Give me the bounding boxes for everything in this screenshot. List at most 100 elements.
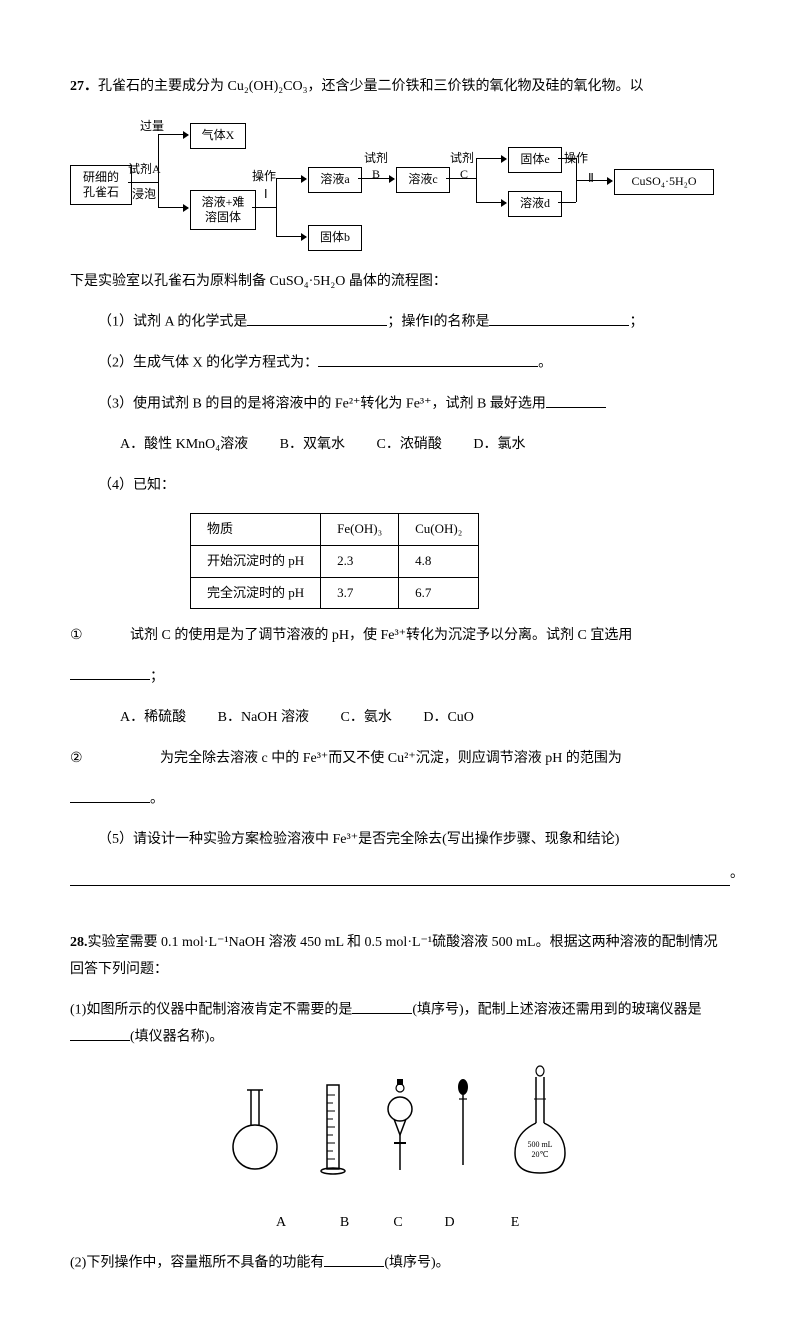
opt-3B[interactable]: B．双氧水 — [280, 432, 345, 459]
label-A: A — [245, 1210, 317, 1237]
vol-flask-label: 500 mL — [527, 1140, 552, 1149]
td-start-label: 开始沉淀时的 pH — [191, 546, 321, 578]
table-row: 开始沉淀时的 pH 2.3 4.8 — [191, 546, 479, 578]
td-complete-fe: 3.7 — [321, 577, 399, 609]
lbl-excess: 过量 — [140, 115, 164, 138]
label-E: E — [475, 1210, 555, 1237]
q27-part4-2-blank: 。 — [70, 786, 730, 813]
blank-reagent-A[interactable] — [247, 309, 387, 325]
arrow-2 — [252, 207, 276, 208]
box-solid-e: 固体e — [508, 147, 562, 173]
blank-reagent-B[interactable] — [546, 391, 606, 407]
arrow-to-mix — [158, 207, 188, 208]
q27-part4-1: ①试剂 C 的使用是为了调节溶液的 pH，使 Fe³⁺转化为沉淀予以分离。试剂 … — [70, 623, 730, 650]
box-mixture: 溶液+难溶固体 — [190, 190, 256, 230]
opt-4C[interactable]: C．氨水 — [341, 705, 392, 732]
arrow-to-sol-a — [276, 178, 306, 179]
q27-part5: （5）请设计一种实验方案检验溶液中 Fe³⁺是否完全除去(写出操作步骤、现象和结… — [70, 827, 730, 854]
instruments-figure: 500 mL 20℃ — [70, 1065, 730, 1196]
q27-part4-1-blank: ； — [70, 664, 730, 691]
blank-ph-range[interactable] — [70, 786, 150, 802]
td-complete-cu: 6.7 — [399, 577, 479, 609]
q28-intro-text: 实验室需要 0.1 mol·L⁻¹NaOH 溶液 450 mL 和 0.5 mo… — [70, 935, 718, 977]
q27-p4-1-num: ① — [70, 623, 130, 650]
q27-p1b: ；操作Ⅰ的名称是 — [387, 315, 489, 330]
q27-intro: 27．孔雀石的主要成分为 Cu₂(OH)₂CO₃，还含少量二价铁和三价铁的氧化物… — [70, 74, 730, 101]
q27-p4-2-num: ② — [70, 746, 160, 773]
q28-part2: (2)下列操作中，容量瓶所不具备的功能有 (填序号)。 — [70, 1250, 730, 1277]
split-3 — [476, 158, 477, 202]
lbl-C: C — [460, 163, 468, 186]
q27-p4-1b: ； — [150, 669, 164, 684]
q27-p4-1a: 试剂 C 的使用是为了调节溶液的 pH，使 Fe³⁺转化为沉淀予以分离。试剂 C… — [130, 628, 632, 643]
q27-part1: （1）试剂 A 的化学式是 ；操作Ⅰ的名称是 ； — [70, 309, 730, 336]
blank-function[interactable] — [324, 1250, 384, 1266]
th-feoh3: Fe(OH)₃ — [321, 514, 399, 546]
label-D: D — [428, 1210, 472, 1237]
q27-p3a: （3）使用试剂 B 的目的是将溶液中的 Fe²⁺转化为 Fe³⁺，试剂 B 最好… — [98, 397, 546, 412]
table-row: 完全沉淀时的 pH 3.7 6.7 — [191, 577, 479, 609]
lbl-reagent-A: 试剂A — [128, 158, 161, 181]
lbl-B: B — [372, 163, 380, 186]
label-B: B — [321, 1210, 369, 1237]
instrument-E-icon: 500 mL 20℃ — [505, 1065, 575, 1185]
td-start-fe: 2.3 — [321, 546, 399, 578]
opt-4B[interactable]: B．NaOH 溶液 — [218, 705, 309, 732]
q27-part4: （4）已知： — [70, 473, 730, 500]
q28-p1a: (1)如图所示的仪器中配制溶液肯定不需要的是 — [70, 1003, 352, 1018]
arrow-to-solid-b — [276, 236, 306, 237]
box-product: CuSO₄·5H₂O — [614, 169, 714, 195]
lbl-soak: 浸泡 — [132, 183, 156, 206]
q28-p1c: (填仪器名称)。 — [130, 1030, 223, 1045]
q27-below-flow: 下是实验室以孔雀石为原料制备 CuSO₄·5H₂O 晶体的流程图： — [70, 269, 730, 296]
q27-p4-2b: 。 — [150, 792, 164, 807]
q27-p1c: ； — [629, 315, 643, 330]
vol-flask-temp: 20℃ — [532, 1150, 549, 1159]
blank-reagent-C[interactable] — [70, 664, 150, 680]
instrument-A-icon — [225, 1075, 285, 1185]
q28-p2b: (填序号)。 — [384, 1256, 449, 1271]
blank-equation-X[interactable] — [318, 350, 538, 366]
opt-4A[interactable]: A．稀硫酸 — [120, 705, 186, 732]
td-start-cu: 4.8 — [399, 546, 479, 578]
lbl-I: Ⅰ — [264, 183, 268, 206]
q27-p5-end: 。 — [730, 861, 744, 888]
lbl-II: Ⅱ — [588, 167, 594, 190]
opt-3D[interactable]: D．氯水 — [473, 432, 525, 459]
th-substance: 物质 — [191, 514, 321, 546]
instrument-B-icon — [313, 1075, 353, 1185]
box-solid-b: 固体b — [308, 225, 362, 251]
q27-number: 27． — [70, 79, 98, 94]
line-d-out — [558, 202, 576, 203]
arrow-to-solid-e — [476, 158, 506, 159]
instrument-C-icon — [380, 1075, 420, 1185]
opt-3A[interactable]: A．酸性 KMnO₄溶液 — [120, 432, 248, 459]
q27-part2: （2）生成气体 X 的化学方程式为： 。 — [70, 350, 730, 377]
box-malachite: 研细的孔雀石 — [70, 165, 132, 205]
box-solution-d: 溶液d — [508, 191, 562, 217]
instrument-labels: A B C D E — [70, 1210, 730, 1237]
q27-p2b: 。 — [538, 356, 552, 371]
blank-scheme-line[interactable] — [70, 868, 730, 886]
q28-number: 28. — [70, 935, 88, 950]
q28-p2a: (2)下列操作中，容量瓶所不具备的功能有 — [70, 1256, 324, 1271]
blank-glassware[interactable] — [70, 1024, 130, 1040]
q27-part4-2: ②为完全除去溶液 c 中的 Fe³⁺而又不使 Cu²⁺沉淀，则应调节溶液 pH … — [70, 746, 730, 773]
arrow-to-product — [576, 180, 612, 181]
q27-intro-text: 孔雀石的主要成分为 Cu₂(OH)₂CO₃，还含少量二价铁和三价铁的氧化物及硅的… — [98, 79, 643, 94]
opt-3C[interactable]: C．浓硝酸 — [377, 432, 442, 459]
opt-4D[interactable]: D．CuO — [423, 705, 474, 732]
question-27: 27．孔雀石的主要成分为 Cu₂(OH)₂CO₃，还含少量二价铁和三价铁的氧化物… — [70, 74, 730, 886]
split-2 — [276, 178, 277, 236]
q27-p2a: （2）生成气体 X 的化学方程式为： — [98, 356, 318, 371]
q27-p4-2a: 为完全除去溶液 c 中的 Fe³⁺而又不使 Cu²⁺沉淀，则应调节溶液 pH 的… — [160, 751, 622, 766]
q27-p1a: （1）试剂 A 的化学式是 — [98, 315, 247, 330]
blank-unneeded[interactable] — [352, 997, 412, 1013]
lbl-op2: 操作 — [564, 147, 588, 170]
question-28: 28.实验室需要 0.1 mol·L⁻¹NaOH 溶液 450 mL 和 0.5… — [70, 930, 730, 1277]
blank-op1-name[interactable] — [489, 309, 629, 325]
q27-p4-options: A．稀硫酸 B．NaOH 溶液 C．氨水 D．CuO — [70, 705, 730, 732]
th-cuoh2: Cu(OH)₂ — [399, 514, 479, 546]
instrument-D-icon — [448, 1075, 478, 1185]
box-gasX: 气体X — [190, 123, 246, 149]
